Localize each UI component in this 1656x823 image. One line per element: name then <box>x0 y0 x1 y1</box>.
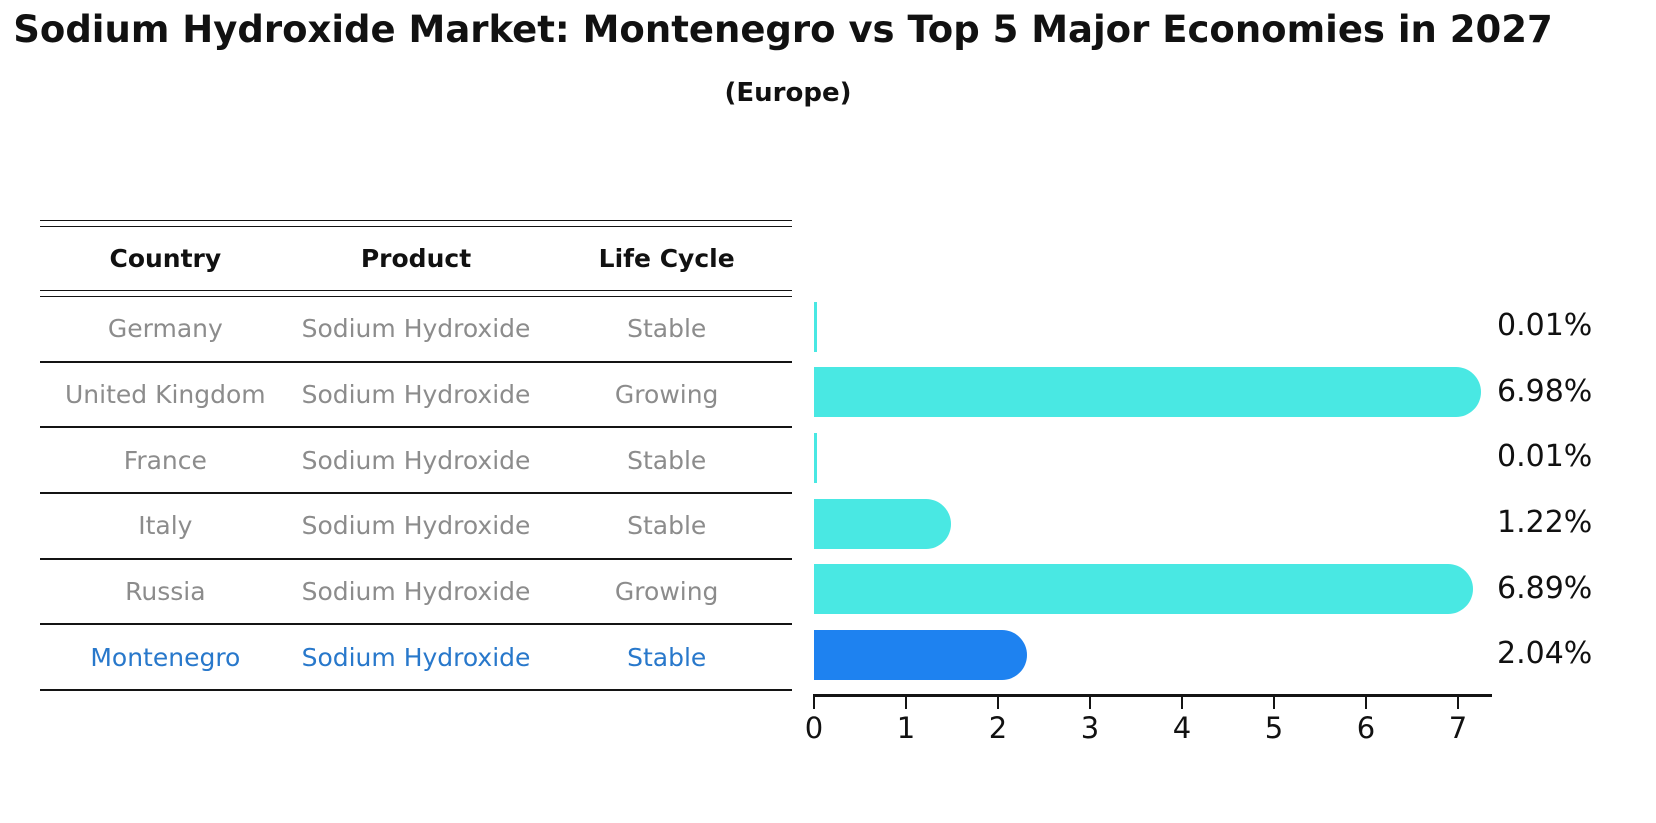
x-tick-0 <box>812 694 816 709</box>
table-header-rule <box>40 290 792 297</box>
x-tick-7 <box>1456 694 1460 709</box>
bar-row-germany <box>814 294 1534 360</box>
table-cell-product: Sodium Hydroxide <box>301 445 531 475</box>
table-cell-country: United Kingdom <box>65 380 266 409</box>
value-label-germany: 0.01% <box>1497 307 1593 343</box>
table-cell-product: Sodium Hydroxide <box>301 577 531 607</box>
column-header-country: Country <box>109 244 222 273</box>
x-tick-label-3: 3 <box>1080 711 1100 745</box>
column-header-product: Product <box>360 244 472 273</box>
table-cell-country: Montenegro <box>90 642 241 672</box>
x-tick-label-2: 2 <box>988 711 1008 745</box>
x-tick-3 <box>1088 694 1092 709</box>
table-cell-life-cycle: Stable <box>627 445 707 475</box>
table-header-row: Country Product Life Cycle <box>40 227 792 290</box>
bar-germany <box>814 301 817 352</box>
table-cell-life-cycle: Stable <box>627 642 707 672</box>
data-table: Country Product Life Cycle Germany Sodium… <box>40 220 792 692</box>
x-tick-2 <box>996 694 1000 709</box>
table-cell-country: France <box>123 445 207 475</box>
value-label-united-kingdom: 6.98% <box>1497 373 1593 409</box>
table-cell-product: Sodium Hydroxide <box>301 642 531 672</box>
table-cell-life-cycle: Growing <box>614 577 719 607</box>
bar-united-kingdom <box>814 367 1482 418</box>
x-tick-label-0: 0 <box>804 711 824 745</box>
table-top-rule <box>40 220 792 227</box>
table-cell-country: Italy <box>138 511 193 541</box>
x-tick-label-4: 4 <box>1172 711 1192 745</box>
chart-title: Sodium Hydroxide Market: Montenegro vs T… <box>13 8 1553 51</box>
table-cell-life-cycle: Growing <box>614 380 719 409</box>
bar-row-montenegro <box>814 622 1534 688</box>
bar-italy <box>814 498 952 549</box>
x-tick-label-1: 1 <box>896 711 916 745</box>
bar-france <box>814 433 817 484</box>
x-tick-5 <box>1272 694 1276 709</box>
value-label-russia: 6.89% <box>1497 570 1593 606</box>
x-tick-label-5: 5 <box>1264 711 1284 745</box>
table-cell-life-cycle: Stable <box>627 314 707 344</box>
bar-plot-area <box>814 294 1534 688</box>
value-label-france: 0.01% <box>1497 439 1593 475</box>
bar-row-russia <box>814 557 1534 623</box>
value-label-italy: 1.22% <box>1497 504 1593 540</box>
table-cell-life-cycle: Stable <box>627 511 707 541</box>
table-cell-product: Sodium Hydroxide <box>301 511 531 541</box>
table-cell-country: Germany <box>107 314 223 344</box>
bar-row-united-kingdom <box>814 360 1534 426</box>
bar-russia <box>814 564 1473 615</box>
x-axis-line <box>814 694 1492 697</box>
x-tick-1 <box>904 694 908 709</box>
bar-row-france <box>814 425 1534 491</box>
table-row-united-kingdom: United Kingdom Sodium Hydroxide Growing <box>40 363 792 429</box>
bar-row-italy <box>814 491 1534 557</box>
x-tick-label-6: 6 <box>1356 711 1376 745</box>
table-cell-country: Russia <box>125 577 206 607</box>
column-header-life-cycle: Life Cycle <box>598 244 735 273</box>
table-row-russia: Russia Sodium Hydroxide Growing <box>40 560 792 626</box>
table-cell-product: Sodium Hydroxide <box>301 380 531 409</box>
table-cell-product: Sodium Hydroxide <box>301 314 531 344</box>
value-label-montenegro: 2.04% <box>1497 636 1593 672</box>
x-tick-label-7: 7 <box>1448 711 1468 745</box>
table-row-montenegro: Montenegro Sodium Hydroxide Stable <box>40 625 792 692</box>
bar-montenegro <box>814 630 1027 681</box>
x-tick-4 <box>1180 694 1184 709</box>
chart-subtitle: (Europe) <box>724 78 852 108</box>
x-tick-6 <box>1364 694 1368 709</box>
table-row-italy: Italy Sodium Hydroxide Stable <box>40 494 792 560</box>
table-row-germany: Germany Sodium Hydroxide Stable <box>40 297 792 363</box>
table-body: Germany Sodium Hydroxide Stable United King… <box>40 297 792 692</box>
table-row-france: France Sodium Hydroxide Stable <box>40 428 792 495</box>
